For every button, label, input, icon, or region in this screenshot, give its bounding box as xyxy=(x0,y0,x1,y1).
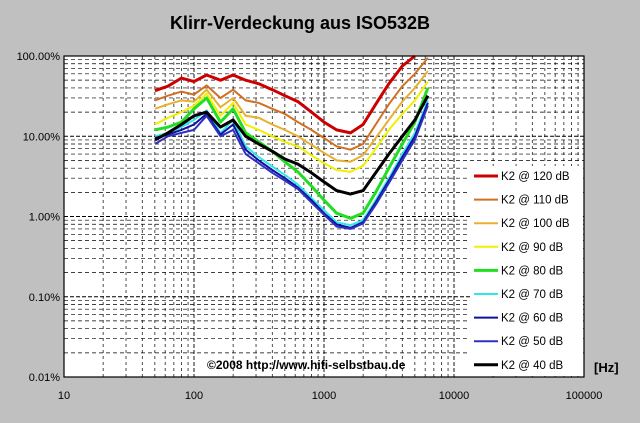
legend-label: K2 @ 80 dB xyxy=(501,265,564,277)
credit-text: ©2008 http://www.hifi-selbstbau.de xyxy=(207,358,406,372)
legend-label: K2 @ 90 dB xyxy=(501,242,564,254)
chart-title: Klirr-Verdeckung aus ISO532B xyxy=(170,13,430,33)
legend: K2 @ 120 dB K2 @ 110 dB K2 @ 100 dB K2 @ 90… xyxy=(470,166,583,376)
y-tick-label: 100.00% xyxy=(17,51,61,63)
series-line xyxy=(154,57,429,151)
y-tick-label: 0.01% xyxy=(29,372,60,384)
legend-label: K2 @ 60 dB xyxy=(501,313,564,325)
legend-label: K2 @ 100 dB xyxy=(501,218,570,230)
y-tick-labels: 100.00% 10.00% 1.00% 0.10% 0.01% xyxy=(17,51,61,384)
series-line xyxy=(154,94,430,196)
legend-label: K2 @ 120 dB xyxy=(501,171,570,183)
y-tick-label: 0.10% xyxy=(29,292,60,304)
series-line xyxy=(154,70,429,163)
series-line xyxy=(154,105,429,230)
y-tick-label: 10.00% xyxy=(23,131,61,143)
x-tick-label: 100000 xyxy=(566,390,603,402)
series-line xyxy=(154,87,430,220)
series-line xyxy=(154,102,429,229)
grid xyxy=(64,56,584,377)
series-lines xyxy=(154,54,430,230)
legend-label: K2 @ 50 dB xyxy=(501,336,564,348)
x-tick-labels: 10 100 1000 10000 100000 xyxy=(58,390,602,402)
series-line xyxy=(154,54,416,135)
legend-label: K2 @ 110 dB xyxy=(501,195,569,207)
legend-label: K2 @ 40 dB xyxy=(501,360,564,372)
x-tick-label: 1000 xyxy=(312,390,336,402)
x-tick-label: 10 xyxy=(58,390,70,402)
legend-label: K2 @ 70 dB xyxy=(501,289,564,301)
series-line xyxy=(154,81,429,173)
x-tick-label: 100 xyxy=(185,390,203,402)
y-tick-label: 1.00% xyxy=(29,212,60,224)
x-tick-label: 10000 xyxy=(439,390,470,402)
plot-border xyxy=(63,55,585,378)
x-unit-label: [Hz] xyxy=(594,360,619,375)
